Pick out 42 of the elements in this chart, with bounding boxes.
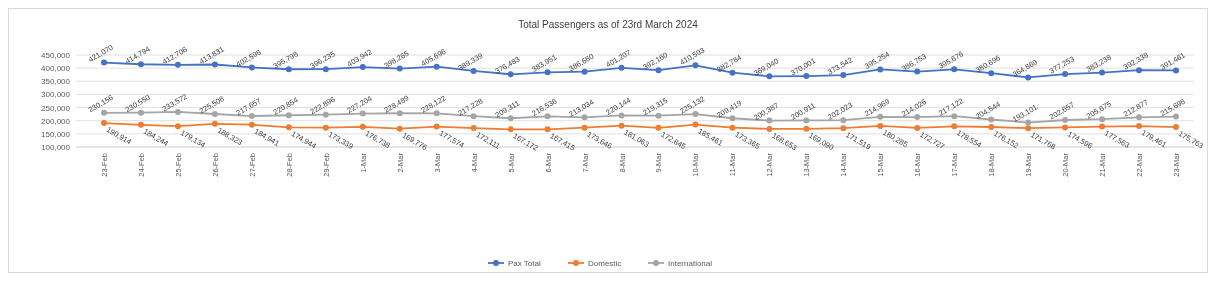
point <box>137 121 144 128</box>
point <box>914 124 921 131</box>
legend-label: International <box>668 259 713 268</box>
y-tick-label: 250,000 <box>41 103 71 113</box>
y-tick-label: 200,000 <box>41 116 71 126</box>
y-tick-label: 100,000 <box>41 143 71 152</box>
chart-title: Total Passengers as of 23rd March 2024 <box>518 19 699 30</box>
y-tick-label: 300,000 <box>41 90 71 100</box>
point <box>692 121 699 128</box>
point <box>988 123 995 130</box>
point <box>1099 123 1106 130</box>
point <box>396 125 403 132</box>
point <box>1136 123 1143 130</box>
point <box>840 125 847 132</box>
legend-label: Domestic <box>588 259 622 268</box>
point <box>433 123 440 130</box>
y-tick-label: 400,000 <box>41 64 71 74</box>
point <box>1173 124 1179 131</box>
y-tick-label: 450,000 <box>41 51 71 60</box>
point <box>803 125 810 132</box>
point <box>248 121 255 128</box>
point <box>1062 124 1069 131</box>
point <box>618 122 625 129</box>
point <box>174 123 181 130</box>
point <box>766 125 773 132</box>
y-tick-label: 150,000 <box>41 129 71 139</box>
point <box>322 124 329 131</box>
legend-label: Pax Total <box>508 259 541 268</box>
point <box>470 125 477 132</box>
point <box>877 122 884 129</box>
point <box>655 124 662 131</box>
point <box>285 124 292 131</box>
point <box>544 126 551 133</box>
point <box>581 124 588 131</box>
point <box>729 124 736 131</box>
y-tick-label: 350,000 <box>41 77 71 87</box>
point <box>507 126 514 133</box>
point <box>211 120 218 127</box>
point <box>101 120 107 127</box>
point <box>359 123 366 130</box>
point <box>951 123 958 130</box>
point <box>1025 125 1032 132</box>
